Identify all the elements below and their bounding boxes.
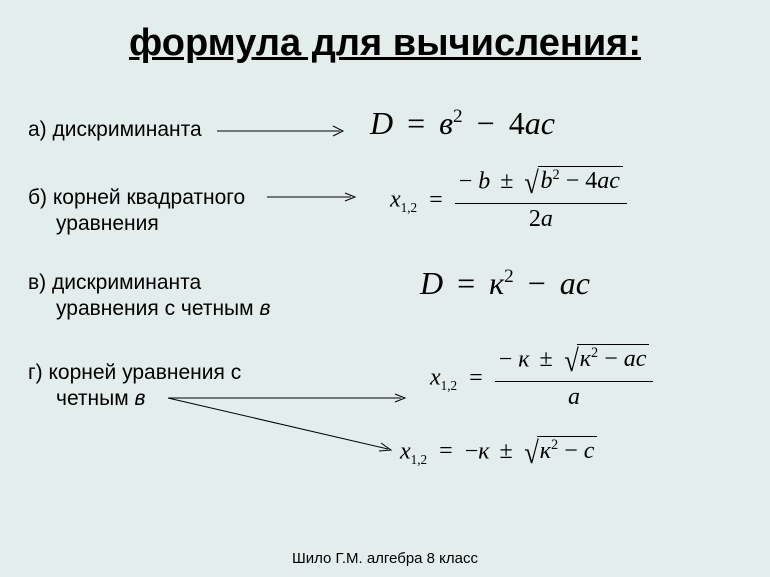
label-d: г) корней уравнения с четным в	[28, 360, 241, 413]
content-area: а) дискриминанта D = в2 − 4ac б) корней …	[0, 75, 770, 535]
label-c: в) дискриминанта уравнения с четным в	[28, 270, 270, 323]
eq-sign: =	[457, 265, 475, 301]
fraction: − b ± √b2 − 4ac 2a	[455, 165, 627, 233]
var-k: к	[478, 438, 489, 464]
sqrt-4: 4	[585, 168, 597, 194]
eq-sign: =	[469, 365, 483, 391]
sqrt-icon: √	[524, 435, 539, 471]
sqrt-c: c	[609, 168, 620, 194]
var-x: x	[390, 187, 401, 213]
eq-sign: =	[429, 187, 443, 213]
numerator: − b ± √b2 − 4ac	[455, 165, 627, 204]
label-a: а) дискриминанта	[28, 117, 202, 143]
label-c-l2: уравнения с четным в	[28, 297, 270, 320]
sqrt-k: к	[580, 346, 591, 372]
sqrt-a: a	[624, 346, 636, 372]
var-c: c	[541, 105, 555, 141]
eq-sign: =	[407, 105, 425, 141]
var-b: в	[439, 105, 453, 141]
var-x: x	[400, 438, 411, 464]
sqrt-icon: √	[564, 343, 579, 379]
formula-roots-k2: x1,2 = −к ± √к2 − c	[400, 435, 597, 471]
sub-12: 1,2	[411, 452, 427, 467]
var-b: b	[478, 168, 490, 194]
sub-12: 1,2	[401, 200, 417, 215]
arrow-a	[215, 123, 355, 139]
footer-author: Шило Г.М. алгебра 8 класс	[0, 550, 770, 567]
label-d-l2: четным в	[28, 387, 145, 410]
label-b: б) корней квадратного уравнения	[28, 185, 245, 238]
slide-title: формула для вычисления:	[0, 0, 770, 75]
label-b-l1: б) корней квадратного	[28, 186, 245, 209]
var-c: c	[576, 265, 590, 301]
formula-roots: x1,2 = − b ± √b2 − 4ac 2a	[390, 167, 627, 235]
label-b-l2: уравнения	[28, 212, 159, 235]
den-2: 2	[529, 206, 541, 232]
fraction: − к ± √к2 − ac a	[495, 343, 654, 411]
sqrt-c: c	[584, 438, 595, 464]
minus-sign: −	[477, 105, 495, 141]
den-a: a	[541, 206, 553, 232]
minus-sign: −	[528, 265, 546, 301]
sqrt-minus: −	[566, 168, 580, 194]
var-k: к	[518, 346, 529, 372]
denominator: a	[495, 382, 654, 411]
sqrt-b: b	[541, 168, 553, 194]
label-d-l1: г) корней уравнения с	[28, 361, 241, 384]
sqrt-minus: −	[604, 346, 618, 372]
pm: ±	[539, 346, 552, 372]
eq-sign: =	[439, 438, 453, 464]
minus: −	[459, 168, 473, 194]
pm: ±	[500, 168, 513, 194]
var-k: к	[489, 265, 504, 301]
sqrt-a: a	[597, 168, 609, 194]
sqrt-exp: 2	[551, 437, 558, 453]
formula-roots-k1: x1,2 = − к ± √к2 − ac a	[430, 345, 653, 413]
minus: −	[465, 438, 479, 464]
sqrt-body: к2 − c	[537, 436, 598, 465]
formula-disc-k: D = к2 − ac	[420, 265, 590, 302]
var-a: a	[525, 105, 541, 141]
label-c-em: в	[259, 297, 270, 320]
sqrt-minus: −	[564, 438, 578, 464]
den-a: a	[568, 384, 580, 410]
sqrt-c: c	[636, 346, 647, 372]
label-d-em: в	[135, 387, 146, 410]
var-a: a	[560, 265, 576, 301]
exp-2: 2	[504, 266, 514, 287]
label-c-l2-text: уравнения с четным	[56, 297, 259, 320]
sqrt-exp: 2	[553, 167, 560, 183]
denominator: 2a	[455, 204, 627, 233]
var-D: D	[420, 265, 443, 301]
arrow-b	[265, 190, 365, 204]
sqrt-icon: √	[525, 165, 540, 201]
sqrt-body: b2 − 4ac	[538, 166, 623, 195]
formula-discriminant: D = в2 − 4ac	[370, 105, 555, 142]
exp-2: 2	[453, 106, 463, 127]
var-x: x	[430, 365, 441, 391]
numerator: − к ± √к2 − ac	[495, 343, 654, 382]
label-d-l2-text: четным	[56, 387, 135, 410]
num-4: 4	[509, 105, 525, 141]
var-D: D	[370, 105, 393, 141]
label-c-l1: в) дискриминанта	[28, 271, 201, 294]
sub-12: 1,2	[441, 378, 457, 393]
sqrt-exp: 2	[591, 345, 598, 361]
minus: −	[499, 346, 513, 372]
pm: ±	[499, 438, 512, 464]
sqrt-body: к2 − ac	[577, 344, 650, 373]
sqrt-k: к	[540, 438, 551, 464]
